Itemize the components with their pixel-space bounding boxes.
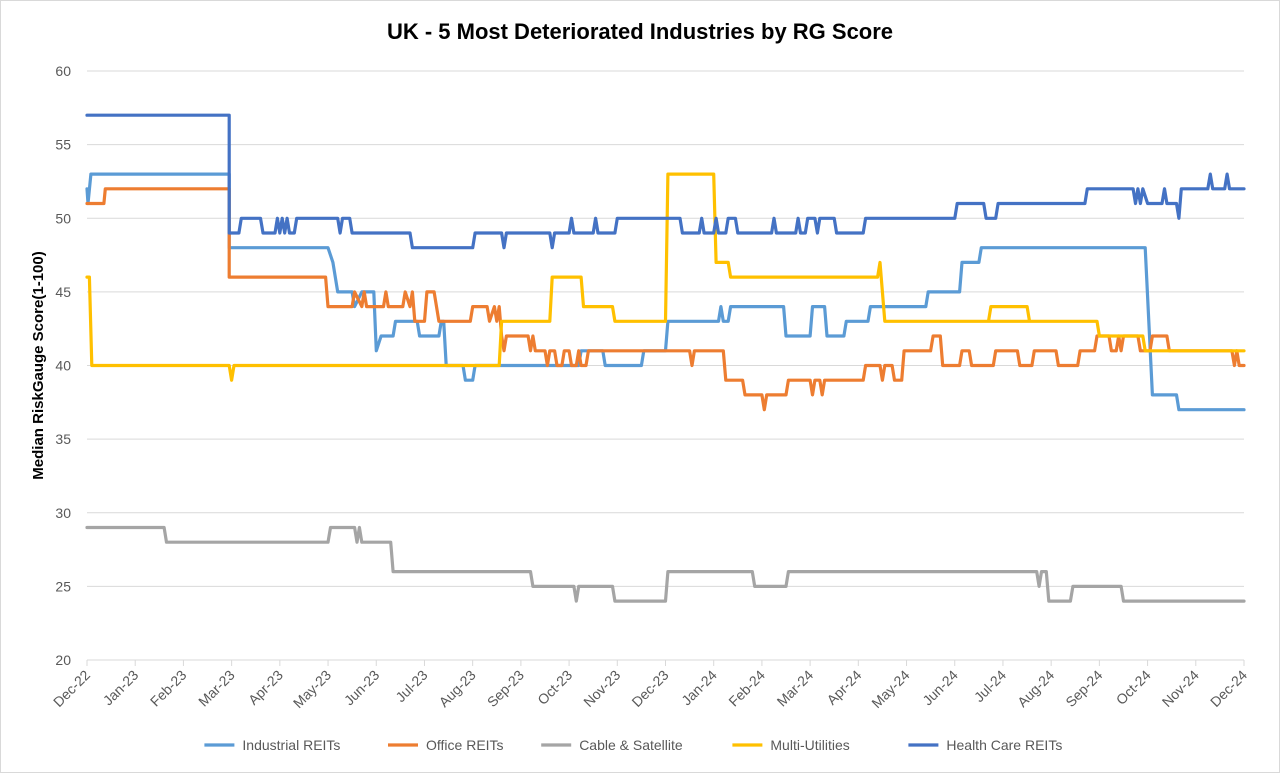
x-tick-label: Oct-24	[1113, 667, 1154, 708]
x-tick-label: Sep-23	[484, 667, 527, 710]
x-tick-label: Dec-23	[628, 667, 671, 710]
series-line-cable-satellite	[85, 525, 1246, 603]
y-tick-label: 35	[55, 431, 71, 447]
series-line-office-reits	[85, 187, 1246, 412]
x-tick-label: May-23	[290, 667, 334, 711]
x-tick-label: Nov-24	[1159, 667, 1202, 710]
y-axis-title: Median RiskGauge Score(1-100)	[30, 251, 47, 479]
x-tick-label: Feb-24	[725, 667, 768, 710]
x-tick-label: Jul-23	[392, 667, 430, 705]
y-tick-label: 25	[55, 578, 71, 594]
y-tick-label: 55	[55, 137, 71, 153]
x-tick-label: Sep-24	[1062, 667, 1105, 710]
x-tick-label: May-24	[868, 667, 912, 711]
x-tick-label: Oct-23	[534, 667, 575, 708]
legend-label: Office REITs	[426, 737, 504, 753]
x-tick-label: Dec-22	[50, 667, 93, 710]
x-tick-label: Apr-24	[823, 667, 864, 708]
legend: Industrial REITs Office REITs Cable & Sate…	[204, 737, 1062, 753]
x-tick-label: Mar-23	[195, 667, 238, 710]
x-tick-label: Feb-23	[147, 667, 190, 710]
y-tick-label: 50	[55, 210, 71, 226]
y-tick-label: 45	[55, 284, 71, 300]
x-tick-label: Nov-23	[580, 667, 623, 710]
chart-title: UK - 5 Most Deteriorated Industries by R…	[386, 19, 894, 44]
x-tick-label: Jan-23	[100, 667, 142, 709]
x-tick-label: Jan-24	[678, 667, 720, 709]
series-line-health-care-reits	[85, 113, 1246, 250]
x-tick-label: Apr-23	[245, 667, 286, 708]
x-tick-label: Jun-24	[919, 667, 961, 709]
x-tick-label: Aug-23	[436, 667, 479, 710]
x-tick-label: Aug-24	[1014, 667, 1057, 710]
legend-label: Industrial REITs	[242, 737, 340, 753]
x-tick-label: Mar-24	[774, 667, 817, 710]
axes	[86, 659, 1245, 666]
x-tick-label: Dec-24	[1207, 667, 1250, 710]
x-tick-label: Jun-23	[341, 667, 383, 709]
y-tick-label: 30	[55, 505, 71, 521]
x-tick-label: Jul-24	[971, 667, 1009, 705]
legend-label: Health Care REITs	[946, 737, 1062, 753]
legend-label: Cable & Satellite	[579, 737, 683, 753]
series-lines	[85, 113, 1246, 603]
legend-label: Multi-Utilities	[770, 737, 849, 753]
y-tick-label: 20	[55, 652, 71, 668]
y-tick-label: 40	[55, 358, 71, 374]
y-tick-label: 60	[55, 63, 71, 79]
